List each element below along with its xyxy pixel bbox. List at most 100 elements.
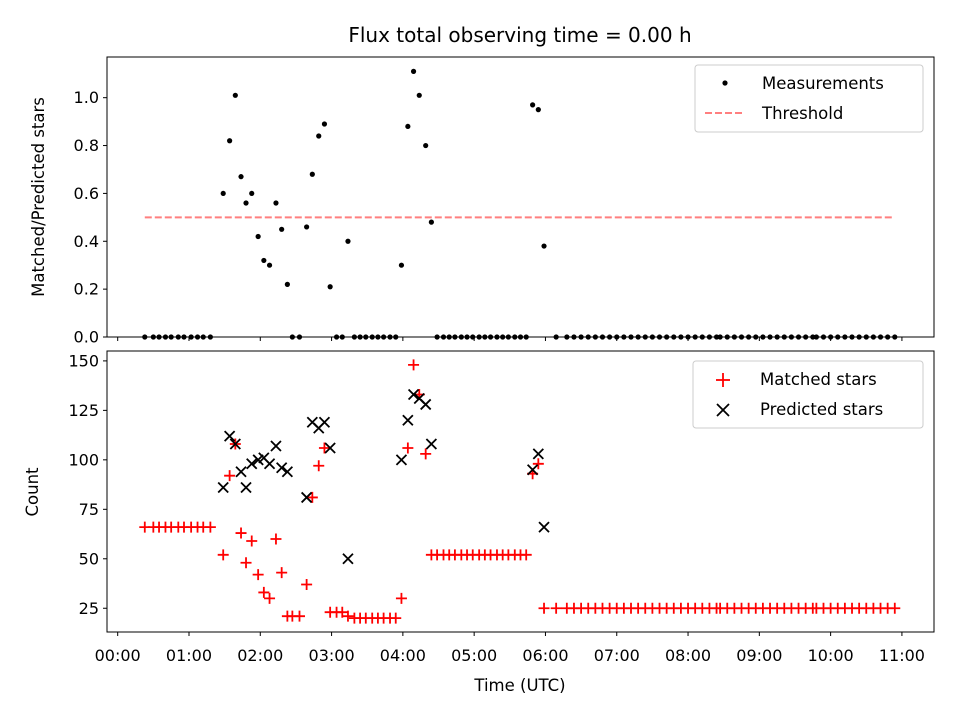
top-legend-box <box>694 64 924 133</box>
y-tick-label: 25 <box>79 599 99 618</box>
legend-measurements-label: Measurements <box>762 74 884 93</box>
y-tick-label: 0.0 <box>74 328 99 347</box>
axes-frame <box>106 56 935 338</box>
matched-star-point <box>258 586 270 598</box>
matched-star-point <box>420 448 432 460</box>
measurement-point <box>273 200 279 206</box>
predicted-star-point <box>395 454 408 466</box>
measurement-point <box>232 92 238 98</box>
measurement-point <box>266 262 273 268</box>
y-tick-label: 50 <box>79 549 99 568</box>
legend-threshold-label: Threshold <box>761 104 843 123</box>
measurement-point <box>261 257 267 264</box>
matched-star-point <box>224 470 236 482</box>
measurement-point <box>309 171 315 177</box>
x-tick-label: 11:00 <box>879 646 925 665</box>
y-tick-label: 0.2 <box>74 280 99 299</box>
predicted-star-point <box>281 466 294 478</box>
matched-star-point <box>402 442 414 454</box>
predicted-star-point <box>270 440 282 452</box>
measurement-point <box>227 138 233 144</box>
measurement-point <box>423 142 429 149</box>
matched-star-point <box>408 359 420 371</box>
bottom-legend: Matched stars Predicted stars <box>692 360 924 429</box>
measurement-point <box>255 233 261 240</box>
measurement-point <box>220 190 226 197</box>
legend-predicted-marker <box>716 403 730 417</box>
matched-star-point <box>264 592 276 604</box>
matched-star-point <box>306 491 318 503</box>
x-tick-label: 03:00 <box>309 646 355 665</box>
bottom-y-axis-label: Count <box>23 467 42 517</box>
top-panel: Flux total observing time = 0.00 h 0.0 0.… <box>29 23 935 347</box>
predicted-star-point <box>526 464 539 476</box>
x-tick-label: 01:00 <box>166 646 212 665</box>
matched-star-point <box>204 521 216 533</box>
y-tick-label: 75 <box>79 500 99 519</box>
matched-star-point <box>550 602 562 614</box>
matched-star-point <box>246 535 258 547</box>
chart-title: Flux total observing time = 0.00 h <box>348 23 691 47</box>
matched-star-point <box>276 567 288 579</box>
matched-star-point <box>336 606 348 618</box>
legend-matched-marker <box>716 373 730 387</box>
x-tick-label: 09:00 <box>736 646 782 665</box>
predicted-star-point <box>318 416 331 428</box>
x-tick-label: 05:00 <box>451 646 497 665</box>
predicted-star-point <box>235 466 247 478</box>
matched-star-point <box>390 612 402 624</box>
y-tick-label: 1.0 <box>74 88 99 107</box>
matched-star-point <box>313 460 325 472</box>
measurement-point <box>316 133 322 139</box>
measurement-point <box>428 219 434 225</box>
matched-star-point <box>252 569 264 581</box>
matched-star-point <box>318 442 330 454</box>
y-tick-label: 0.4 <box>74 232 99 251</box>
y-tick-label: 100 <box>68 450 99 469</box>
measurement-point <box>405 123 411 130</box>
y-tick-label: 125 <box>68 401 99 420</box>
measurement-point <box>416 92 422 98</box>
measurement-point <box>321 121 328 127</box>
measurement-point <box>243 200 249 206</box>
y-tick-label: 0.6 <box>74 184 99 203</box>
x-axis-label: Time (UTC) <box>473 676 565 695</box>
legend-matched-label: Matched stars <box>760 370 877 389</box>
axes-frame <box>106 350 935 633</box>
predicted-star-point <box>240 481 252 494</box>
measurement-point <box>535 107 541 113</box>
top-axes: 0.0 0.2 0.4 0.6 0.8 1.0 <box>74 56 935 347</box>
measurement-point <box>410 68 417 74</box>
measurement-point <box>541 243 547 249</box>
predicted-star-point <box>300 491 313 504</box>
x-tick-label: 10:00 <box>808 646 854 665</box>
predicted-star-point <box>538 521 550 533</box>
measurement-point <box>345 238 351 244</box>
bottom-legend-box <box>692 360 924 429</box>
x-tick-label: 04:00 <box>380 646 426 665</box>
predicted-star-point <box>342 553 354 565</box>
matched-star-point <box>520 549 532 561</box>
measurement-point <box>249 190 255 197</box>
predicted-star-point <box>223 430 236 442</box>
predicted-star-point <box>324 442 336 454</box>
predicted-star-point <box>246 458 258 470</box>
bottom-axes: 25 50 75 100 125 150 00:00 01:00 02:00 03:00 04:00… <box>68 350 935 665</box>
measurement-point <box>284 281 290 287</box>
matched-star-point <box>301 579 313 591</box>
predicted-star-point <box>420 398 432 411</box>
predicted-star-point <box>425 438 438 450</box>
top-y-axis-label: Matched/Predicted stars <box>29 97 48 297</box>
measurement-point <box>279 226 285 232</box>
predicted-star-point <box>402 414 414 426</box>
x-tick-label: 08:00 <box>665 646 711 665</box>
top-legend: Measurements Threshold <box>694 64 924 133</box>
legend-predicted-label: Predicted stars <box>760 400 883 419</box>
matched-star-point <box>342 610 354 622</box>
x-tick-label: 00:00 <box>95 646 141 665</box>
predicted-star-point <box>229 438 241 450</box>
matched-star-point <box>235 527 247 539</box>
matched-star-point <box>293 610 305 622</box>
x-tick-label: 07:00 <box>594 646 640 665</box>
predicted-star-point <box>276 462 288 474</box>
